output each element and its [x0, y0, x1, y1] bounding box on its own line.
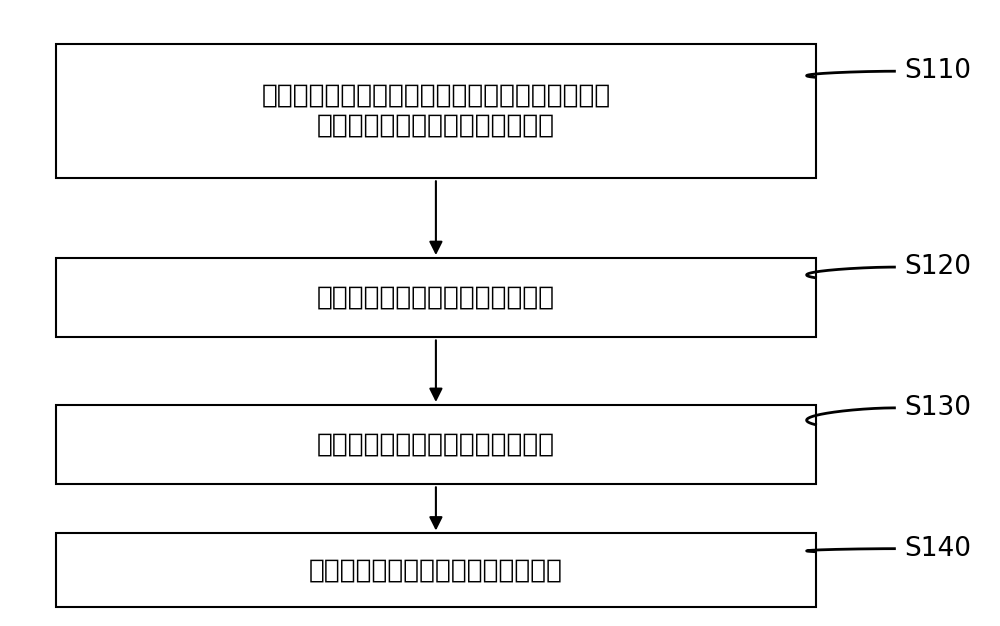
Text: S130: S130	[904, 395, 971, 421]
Text: S110: S110	[904, 58, 971, 85]
FancyBboxPatch shape	[56, 44, 816, 178]
FancyBboxPatch shape	[56, 405, 816, 485]
FancyBboxPatch shape	[56, 258, 816, 337]
Text: S120: S120	[904, 254, 971, 280]
Text: S140: S140	[904, 536, 971, 562]
Text: 将录入信息和容器标识码进行绑定: 将录入信息和容器标识码进行绑定	[317, 285, 555, 310]
FancyBboxPatch shape	[56, 533, 816, 607]
Text: 获取样本采集对象对应的生物样本: 获取样本采集对象对应的生物样本	[317, 431, 555, 458]
Text: 将生物样本存放于对应的采样容器中: 将生物样本存放于对应的采样容器中	[309, 557, 563, 583]
Text: 获取样本采集对象的录入信息，获取预绑定的采样
容器和采样容器对应的容器标识码: 获取样本采集对象的录入信息，获取预绑定的采样 容器和采样容器对应的容器标识码	[261, 83, 611, 139]
